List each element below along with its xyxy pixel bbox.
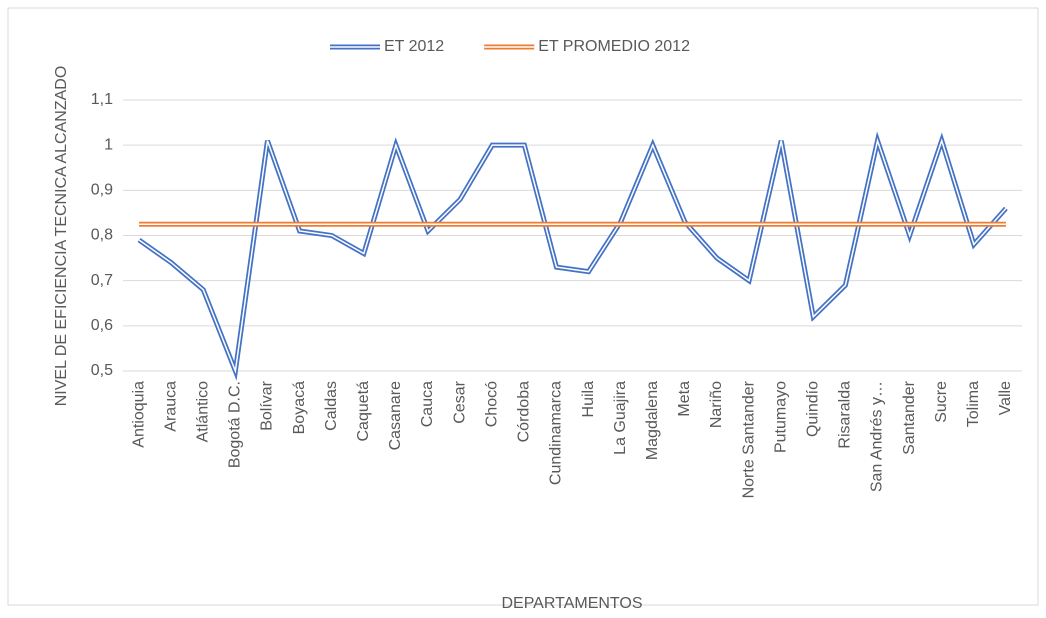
x-tick-label: Tolima (965, 381, 982, 427)
y-tick-label: 0,7 (91, 272, 113, 289)
y-tick-label: 1 (104, 136, 113, 153)
x-tick-label: Bogotá D.C. (227, 381, 244, 468)
x-tick-label: Valle (997, 381, 1014, 415)
x-tick-label: La Guajira (612, 381, 629, 455)
legend-label: ET 2012 (384, 38, 444, 55)
series-line-inner (138, 137, 1007, 374)
x-tick-label: Bolívar (259, 380, 276, 430)
x-tick-label: Caquetá (355, 381, 372, 442)
x-tick-label: San Andrés y… (869, 381, 886, 492)
chart-frame (7, 7, 1039, 606)
x-tick-label: Cauca (419, 381, 436, 427)
x-tick-label: Meta (676, 381, 693, 417)
x-tick-label: Córdoba (516, 381, 533, 442)
x-tick-label: Santander (901, 380, 918, 455)
x-tick-label: Norte Santander (740, 380, 757, 498)
x-tick-label: Magdalena (644, 381, 661, 460)
y-tick-label: 1,1 (91, 91, 113, 108)
x-tick-label: Caldas (323, 381, 340, 431)
x-axis-title: DEPARTAMENTOS (501, 595, 642, 612)
x-tick-label: Casanare (387, 381, 404, 450)
x-tick-label: Cesar (451, 380, 468, 423)
x-tick-label: Putumayo (772, 381, 789, 453)
x-tick-label: Arauca (162, 381, 179, 432)
x-tick-label: Risaralda (837, 381, 854, 449)
x-tick-label: Antioquia (130, 381, 147, 448)
x-tick-label: Quindío (805, 381, 822, 437)
y-tick-label: 0,8 (91, 227, 113, 244)
x-tick-label: Nariño (708, 381, 725, 428)
y-axis-title: NIVEL DE EFICIENCIA TECNICA ALCANZADO (53, 66, 70, 407)
x-tick-label: Sucre (933, 381, 950, 423)
x-tick-label: Chocó (483, 381, 500, 427)
y-tick-label: 0,5 (91, 362, 113, 379)
x-tick-label: Huila (580, 381, 597, 418)
y-tick-label: 0,9 (91, 182, 113, 199)
x-tick-label: Cundinamarca (548, 381, 565, 485)
y-tick-label: 0,6 (91, 317, 113, 334)
legend-label: ET PROMEDIO 2012 (538, 38, 690, 55)
x-tick-label: Boyacá (291, 381, 308, 434)
x-tick-label: Atlántico (194, 381, 211, 442)
